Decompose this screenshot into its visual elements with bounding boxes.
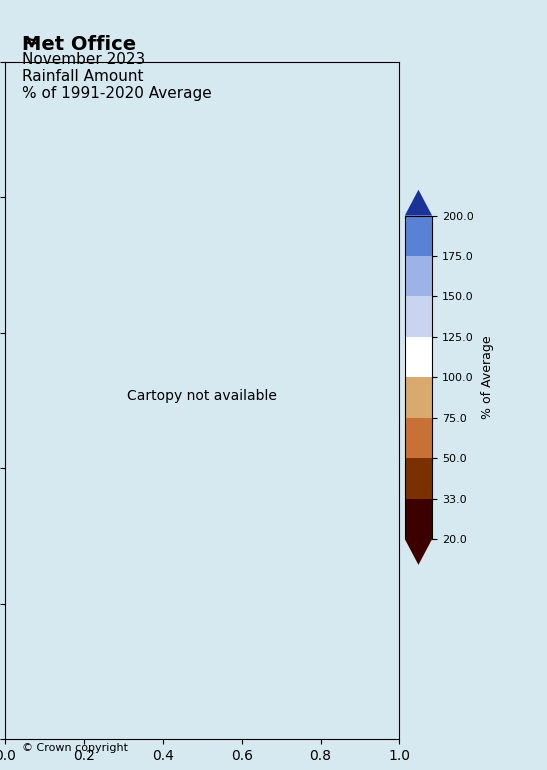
Text: ≈: ≈	[22, 32, 45, 52]
Text: Rainfall Amount: Rainfall Amount	[22, 69, 143, 84]
Text: November 2023: November 2023	[22, 52, 145, 67]
Text: % of 1991-2020 Average: % of 1991-2020 Average	[22, 86, 212, 101]
Text: Cartopy not available: Cartopy not available	[127, 390, 277, 403]
Text: Met Office: Met Office	[22, 35, 136, 54]
Polygon shape	[405, 539, 432, 565]
Y-axis label: % of Average: % of Average	[481, 336, 493, 419]
Polygon shape	[405, 189, 432, 216]
Text: © Crown copyright: © Crown copyright	[22, 743, 128, 753]
